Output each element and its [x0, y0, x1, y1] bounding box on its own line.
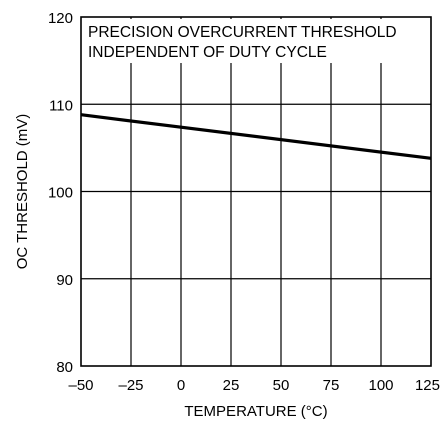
plot-frame: [80, 16, 432, 367]
annotation-line-1: PRECISION OVERCURRENT THRESHOLD: [88, 24, 397, 41]
x-tick-label: 125: [415, 377, 440, 394]
grid: [81, 17, 431, 366]
x-tick-label: 25: [223, 377, 240, 394]
y-tick-label: 90: [56, 272, 73, 289]
x-tick-label: 75: [323, 377, 340, 394]
series-group: [80, 113, 432, 160]
series-line: [80, 113, 432, 160]
x-axis-title: TEMPERATURE (°C): [184, 403, 327, 420]
y-tick-label: 100: [48, 185, 73, 202]
x-tick-label: –25: [118, 377, 143, 394]
x-tick-label: 50: [273, 377, 290, 394]
y-tick-label: 110: [49, 97, 73, 114]
x-tick-labels: –50 –25 0 25 50 75 100 125: [68, 377, 440, 394]
x-tick-label: 0: [177, 377, 185, 394]
annotation-line-2: INDEPENDENT OF DUTY CYCLE: [88, 44, 327, 61]
x-tick-label: 100: [368, 377, 393, 394]
y-axis-title: OC THRESHOLD (mV): [14, 114, 31, 270]
y-tick-labels: 80 90 100 110 120: [48, 10, 73, 376]
y-tick-label: 120: [48, 10, 73, 27]
annotation-background: [83, 19, 401, 63]
y-tick-label: 80: [56, 359, 73, 376]
x-tick-label: –50: [68, 377, 93, 394]
annotation-box: PRECISION OVERCURRENT THRESHOLD INDEPEND…: [83, 19, 401, 63]
